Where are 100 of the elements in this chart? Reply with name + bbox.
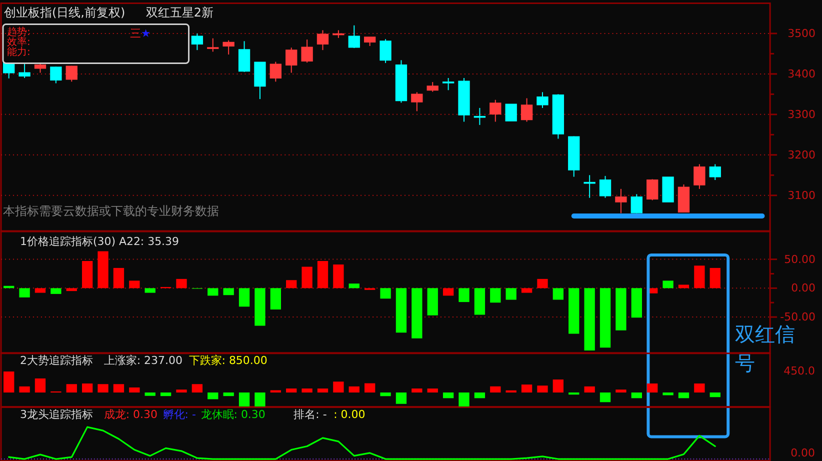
bar — [552, 380, 564, 393]
bar — [34, 378, 46, 393]
candlestick — [442, 77, 454, 91]
bar — [160, 392, 172, 396]
text: 下跌家: 850.00 — [188, 354, 268, 367]
bar — [458, 392, 470, 408]
bar — [98, 384, 108, 393]
candlestick — [615, 188, 627, 214]
bar — [568, 288, 580, 334]
bar — [694, 383, 705, 393]
bar — [176, 390, 187, 393]
chart-title: 1价格追踪指标(30) A22: 35.39 — [20, 234, 180, 248]
bar — [208, 392, 218, 400]
bar — [66, 288, 77, 292]
y-tick-label: 3300 — [788, 108, 816, 121]
bar — [537, 386, 548, 393]
text: 排名: - — [294, 408, 327, 421]
bar — [4, 372, 14, 393]
candlestick — [222, 40, 234, 56]
bar — [474, 392, 486, 398]
y-tick-label: 3200 — [788, 148, 816, 162]
bar — [442, 288, 454, 296]
bar — [710, 268, 720, 288]
candlestick — [238, 40, 250, 72]
candlestick — [520, 98, 533, 122]
bar — [631, 392, 642, 398]
bar — [600, 288, 611, 348]
bar — [223, 288, 234, 296]
annotation: ★ — [140, 27, 151, 40]
candlestick — [411, 92, 423, 112]
annotation: 三 — [130, 27, 141, 40]
candlestick — [316, 30, 329, 51]
bar — [490, 386, 501, 393]
bar — [208, 288, 218, 296]
bar — [317, 261, 328, 288]
bar — [694, 266, 705, 288]
candlestick — [380, 38, 392, 64]
bar — [506, 288, 516, 300]
bar — [254, 392, 266, 408]
bar — [333, 382, 344, 393]
candlestick — [630, 194, 642, 214]
candlestick — [254, 62, 266, 100]
text: 孵化: - — [162, 408, 196, 421]
bar — [50, 288, 62, 294]
text: 450.0 — [784, 364, 816, 378]
bar — [254, 288, 266, 326]
bar — [98, 251, 108, 288]
candlestick — [599, 175, 612, 198]
candlestick — [207, 38, 219, 52]
annotation: 能力: — [6, 46, 30, 58]
bar — [317, 388, 328, 393]
candlestick — [191, 32, 204, 51]
y-tick-label: -50.00 — [780, 310, 816, 324]
candlestick — [490, 99, 502, 122]
y-tick-label: 3500 — [788, 26, 816, 40]
bar — [270, 288, 281, 310]
bar — [270, 390, 281, 393]
bar — [490, 288, 501, 303]
bar — [474, 288, 486, 315]
y-tick-label: 3100 — [788, 188, 816, 202]
candlestick — [646, 178, 658, 201]
bar — [521, 384, 532, 393]
bar — [286, 388, 297, 393]
bar — [66, 384, 77, 393]
bar — [647, 383, 658, 393]
bar — [678, 392, 690, 398]
bar — [616, 288, 626, 330]
candlestick — [50, 66, 62, 84]
candlestick — [426, 82, 438, 92]
bar — [710, 392, 720, 398]
bar — [442, 392, 454, 398]
bar — [113, 268, 124, 288]
bar — [412, 288, 422, 338]
candlestick — [709, 164, 721, 180]
bar — [129, 280, 140, 288]
bar — [348, 284, 360, 288]
bar — [427, 288, 438, 316]
bar — [662, 392, 674, 396]
text: : 0.00 — [334, 408, 366, 421]
bar — [364, 383, 376, 393]
candlestick — [18, 62, 30, 78]
bar — [396, 288, 407, 333]
candlestick — [34, 62, 46, 74]
bar — [458, 288, 470, 302]
candlestick — [286, 47, 298, 74]
bar — [238, 288, 250, 307]
chart-title: 2大势追踪指标 — [20, 354, 93, 367]
bar — [380, 288, 391, 299]
bar — [144, 392, 156, 396]
chart-title: 3龙头追踪指标 — [20, 408, 93, 421]
bar — [34, 288, 46, 293]
annotation: 本指标需要云数据或下载的专业财务数据 — [2, 204, 219, 218]
bar — [176, 278, 187, 288]
bar — [521, 288, 532, 293]
bar — [412, 388, 422, 393]
bar — [302, 266, 312, 288]
bar — [302, 388, 312, 393]
bar — [19, 288, 30, 298]
bar — [584, 288, 595, 351]
chart-subtitle: 双红五星2新 — [146, 5, 214, 20]
